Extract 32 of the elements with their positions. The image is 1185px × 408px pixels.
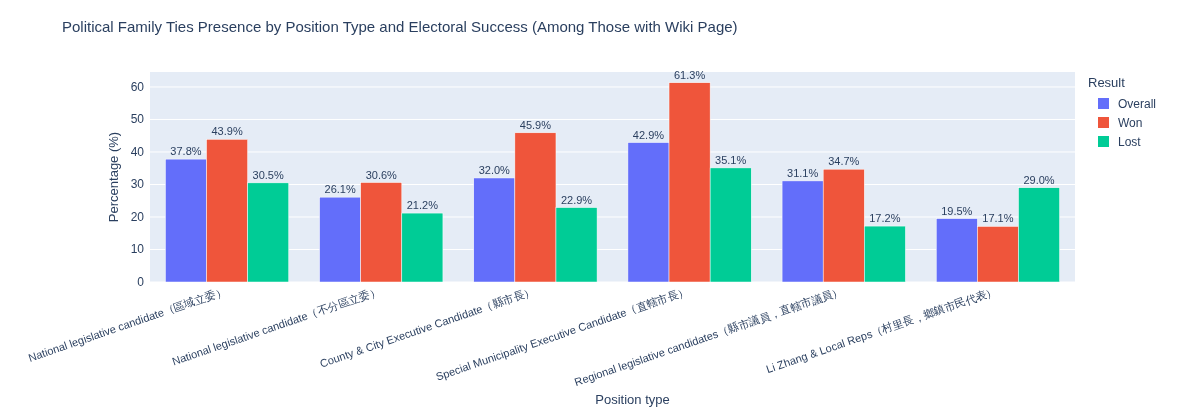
legend-label: Won [1118, 116, 1143, 130]
legend-label: Lost [1118, 135, 1142, 149]
data-label: 29.0% [1023, 173, 1055, 186]
legend-label: Overall [1118, 97, 1157, 111]
data-label: 19.5% [941, 204, 973, 217]
y-tick-label: 50 [130, 112, 145, 127]
data-label: 42.9% [632, 128, 665, 141]
data-label: 17.2% [869, 212, 901, 225]
data-label: 30.5% [252, 168, 284, 181]
y-axis-title: Percentage (%) [106, 131, 121, 223]
data-label: 43.9% [211, 125, 243, 138]
data-label: 35.1% [715, 153, 747, 166]
data-label: 61.3% [673, 68, 706, 81]
y-tick-label: 20 [130, 209, 145, 224]
y-tick-label: 40 [130, 144, 145, 159]
data-label: 21.2% [406, 199, 439, 212]
y-tick-label: 30 [130, 177, 145, 192]
data-label: 26.1% [324, 183, 356, 196]
chart-title: Political Family Ties Presence by Position Type and Electoral Success (Among Those with Wiki Page) [62, 18, 738, 35]
data-label: 34.7% [828, 155, 860, 168]
data-label: 31.1% [787, 166, 819, 179]
y-tick-label: 0 [137, 275, 145, 289]
data-label: 37.8% [170, 145, 202, 158]
x-axis-title: Position type [595, 392, 670, 407]
y-tick-label: 10 [130, 242, 145, 257]
data-label: 17.1% [982, 212, 1014, 225]
y-tick-label: 60 [130, 79, 145, 94]
legend-title: Result [1088, 75, 1126, 90]
data-label: 45.9% [519, 118, 552, 131]
data-label: 22.9% [560, 193, 593, 206]
data-label: 30.6% [365, 168, 398, 181]
data-label: 32.0% [478, 163, 511, 176]
